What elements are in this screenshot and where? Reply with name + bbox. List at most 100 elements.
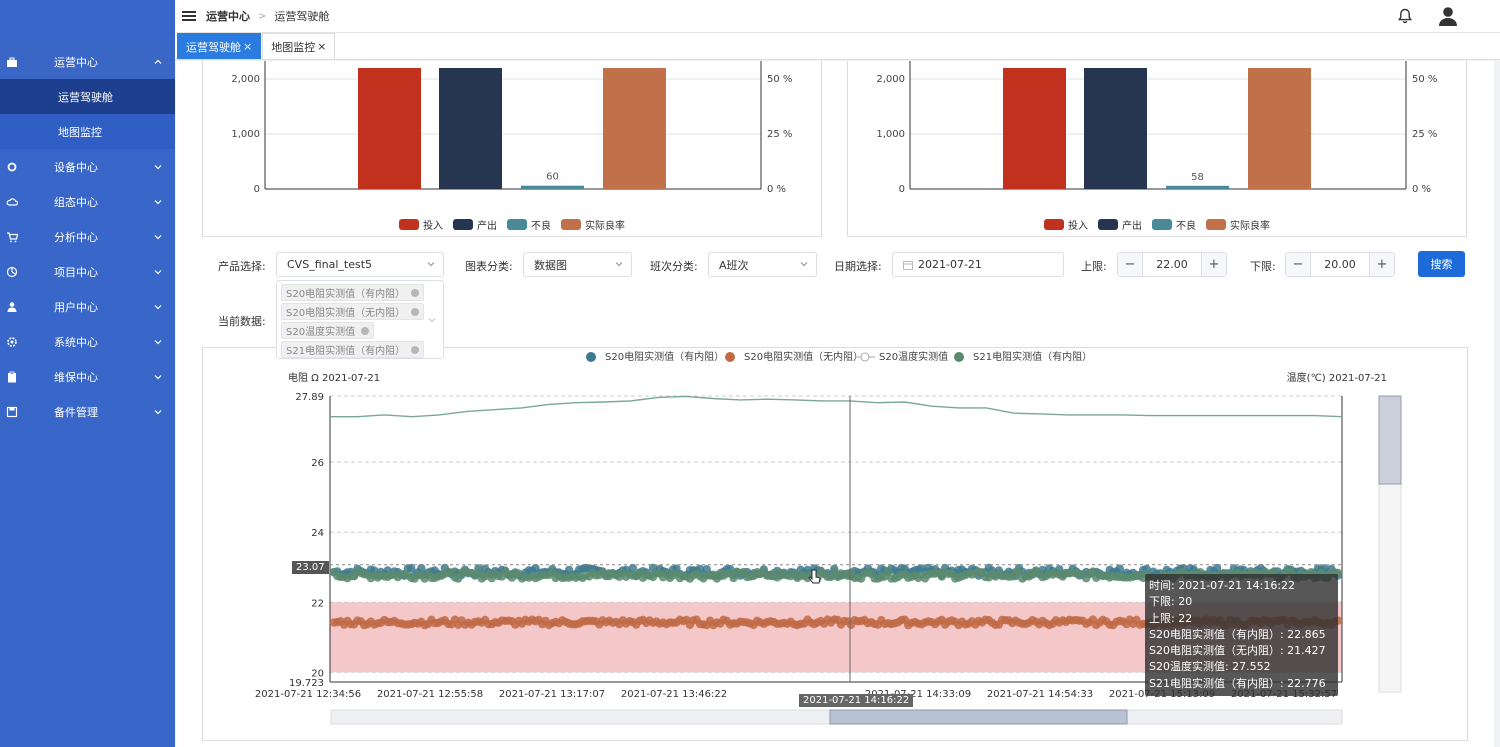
data-tag[interactable]: S20温度实测值 bbox=[281, 322, 375, 339]
cloud-icon bbox=[6, 196, 18, 208]
save-icon bbox=[6, 406, 18, 418]
chart-icon bbox=[6, 266, 18, 278]
sidebar-item-label: 组态中心 bbox=[54, 195, 98, 209]
tag-close-icon[interactable] bbox=[411, 345, 420, 354]
legend-item[interactable]: 不良 bbox=[507, 217, 551, 232]
legend-item[interactable]: 产出 bbox=[1098, 217, 1142, 232]
chart-type-select[interactable]: 数据图 bbox=[523, 252, 632, 277]
sidebar-item-label: 分析中心 bbox=[54, 230, 98, 244]
upper-decrement-button[interactable]: − bbox=[1118, 253, 1142, 276]
sidebar-item[interactable]: 分析中心 bbox=[0, 219, 175, 254]
legend-item[interactable]: 产出 bbox=[453, 217, 497, 232]
x-tick-label: 2021-07-21 13:46:22 bbox=[621, 689, 727, 700]
current-data-label: 当前数据: bbox=[218, 315, 266, 328]
sidebar-item-label: 运营中心 bbox=[54, 55, 98, 69]
y-axis-title: 电阻 Ω 2021-07-21 bbox=[288, 371, 380, 384]
legend-item[interactable]: 投入 bbox=[399, 217, 443, 232]
sidebar-item[interactable]: 备件管理 bbox=[0, 394, 175, 429]
sidebar-item[interactable]: 用户中心 bbox=[0, 289, 175, 324]
scatter-chart[interactable]: S20电阻实测值（有内阻） S20电阻实测值（无内阻） S20温度实测值 S21电阻实… bbox=[203, 348, 1469, 742]
y-tick-label: 1,000 bbox=[876, 129, 905, 140]
logo bbox=[0, 0, 175, 44]
lower-limit-input[interactable]: 20.00 bbox=[1310, 253, 1370, 276]
current-data-select[interactable]: S20电阻实测值（有内阻） S20电阻实测值（无内阻） S20温度实测值 S21… bbox=[276, 280, 444, 359]
tab-dashboard[interactable]: 运营驾驶舱 × bbox=[177, 33, 262, 59]
bar-chart-card-right: 0 0 % 1,000 25 % 2,000 50 % 58 投入 产出 不良 实际良率 bbox=[847, 61, 1467, 237]
chevron-down-icon bbox=[428, 318, 436, 323]
upper-limit-stepper: − 22.00 + bbox=[1117, 252, 1227, 277]
settings-icon bbox=[6, 336, 18, 348]
tooltip-line: S20电阻实测值（有内阻）: 22.865 bbox=[1149, 627, 1326, 641]
data-tag[interactable]: S20电阻实测值（有内阻） bbox=[281, 284, 425, 301]
upper-increment-button[interactable]: + bbox=[1202, 253, 1226, 276]
sidebar-menu: 运营中心运营驾驶舱 地图监控 设备中心组态中心分析中心项目中心 用户中心 系统中心维保中… bbox=[0, 44, 175, 429]
avatar-icon[interactable] bbox=[1438, 6, 1458, 26]
y2-axis-title: 温度(℃) 2021-07-21 bbox=[1287, 371, 1387, 384]
sidebar-item-label: 备件管理 bbox=[54, 405, 98, 419]
y-tick-label: 0 bbox=[899, 184, 905, 195]
chevron-down-icon bbox=[154, 374, 162, 379]
legend-item[interactable]: 实际良率 bbox=[1206, 217, 1270, 232]
close-icon[interactable]: × bbox=[243, 40, 253, 53]
y-tick-label: 1,000 bbox=[231, 129, 260, 140]
product-select[interactable]: CVS_final_test5 bbox=[276, 252, 444, 277]
bell-icon[interactable] bbox=[1398, 8, 1412, 24]
tooltip-line: 时间: 2021-07-21 14:16:22 bbox=[1149, 579, 1296, 592]
sidebar-subitem[interactable]: 地图监控 bbox=[0, 114, 175, 149]
sidebar-item[interactable]: 组态中心 bbox=[0, 184, 175, 219]
chevron-down-icon bbox=[154, 339, 162, 344]
data-tag[interactable]: S21电阻实测值（有内阻） bbox=[281, 341, 425, 358]
top-header: 运营中心 > 运营驾驶舱 bbox=[175, 0, 1500, 33]
calendar-icon bbox=[903, 260, 913, 270]
bar-实际良率 bbox=[603, 68, 666, 189]
y-tick-label: 22 bbox=[311, 598, 324, 609]
tag-close-icon[interactable] bbox=[411, 288, 420, 297]
legend-item[interactable]: 实际良率 bbox=[561, 217, 625, 232]
hamburger-icon[interactable] bbox=[182, 11, 196, 21]
sidebar-subitem[interactable]: 运营驾驶舱 bbox=[0, 79, 175, 114]
tab-label: 运营驾驶舱 bbox=[186, 40, 241, 54]
bar-chart-legend-right: 投入 产出 不良 实际良率 bbox=[848, 217, 1466, 232]
tag-close-icon[interactable] bbox=[411, 307, 420, 316]
y2-tick-label: 25 % bbox=[1412, 129, 1437, 140]
shift-select[interactable]: A班次 bbox=[708, 252, 817, 277]
data-point bbox=[1115, 564, 1124, 573]
data-tag-label: S20电阻实测值（无内阻） bbox=[286, 308, 406, 319]
legend-marker bbox=[860, 352, 870, 362]
chevron-down-icon bbox=[154, 304, 162, 309]
tooltip-line: S21电阻实测值（有内阻）: 22.776 bbox=[1149, 676, 1326, 690]
y-tick-label: 0 bbox=[254, 184, 260, 195]
chart-type-select-value: 数据图 bbox=[534, 258, 567, 272]
sidebar-item-label: 维保中心 bbox=[54, 370, 98, 384]
tab-map-monitor[interactable]: 地图监控 × bbox=[262, 33, 336, 59]
sidebar-item[interactable]: 系统中心 bbox=[0, 324, 175, 359]
data-tag[interactable]: S20电阻实测值（无内阻） bbox=[281, 303, 425, 320]
upper-limit-input[interactable]: 22.00 bbox=[1142, 253, 1202, 276]
lower-limit-stepper: − 20.00 + bbox=[1285, 252, 1395, 277]
bar-value-label: 58 bbox=[1191, 172, 1204, 183]
bar-chart-right: 0 0 % 1,000 25 % 2,000 50 % 58 bbox=[876, 61, 1437, 195]
legend-item[interactable]: 不良 bbox=[1152, 217, 1196, 232]
chart-type-label: 图表分类: bbox=[465, 260, 513, 273]
y2-tick-label: 50 % bbox=[1412, 74, 1437, 85]
legend-marker bbox=[586, 352, 596, 362]
sidebar-item[interactable]: 运营中心 bbox=[0, 44, 175, 79]
close-icon[interactable]: × bbox=[317, 40, 327, 53]
chevron-down-icon bbox=[154, 234, 162, 239]
sidebar-item[interactable]: 维保中心 bbox=[0, 359, 175, 394]
shift-label: 班次分类: bbox=[650, 260, 698, 273]
cursor-icon bbox=[808, 569, 821, 584]
lower-decrement-button[interactable]: − bbox=[1286, 253, 1310, 276]
sidebar-item[interactable]: 项目中心 bbox=[0, 254, 175, 289]
y2-tick-label: 0 % bbox=[1412, 184, 1431, 195]
data-tag-label: S20电阻实测值（有内阻） bbox=[286, 289, 406, 300]
date-picker[interactable]: 2021-07-21 bbox=[892, 252, 1064, 277]
y2-tick-label: 0 % bbox=[767, 184, 786, 195]
legend-item[interactable]: 投入 bbox=[1044, 217, 1088, 232]
breadcrumb-item-1[interactable]: 运营中心 bbox=[206, 10, 250, 23]
tag-close-icon[interactable] bbox=[361, 326, 370, 335]
cart-icon bbox=[6, 231, 18, 243]
search-button[interactable]: 搜索 bbox=[1418, 251, 1465, 277]
sidebar-item[interactable]: 设备中心 bbox=[0, 149, 175, 184]
lower-increment-button[interactable]: + bbox=[1370, 253, 1394, 276]
